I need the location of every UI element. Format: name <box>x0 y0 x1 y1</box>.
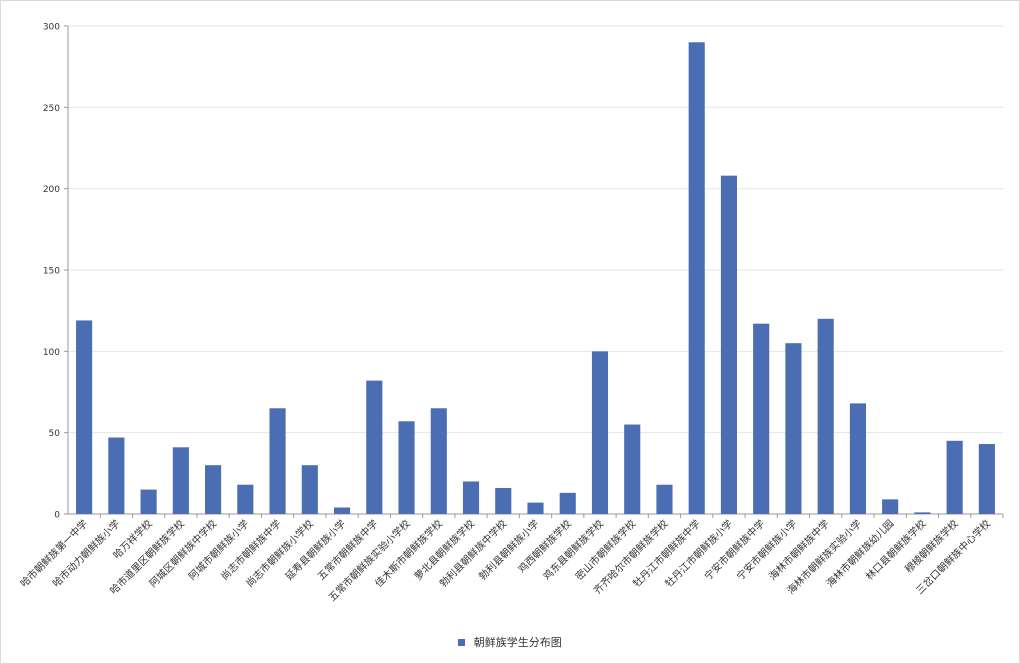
bar <box>559 492 576 514</box>
x-tick-label: 萝北县朝鲜族学校 <box>411 517 477 583</box>
y-tick-label: 200 <box>43 185 60 195</box>
legend: 朝鲜族学生分布图 <box>0 634 1020 650</box>
y-tick-label: 0 <box>54 511 60 521</box>
bar <box>366 380 383 514</box>
bar <box>817 318 834 514</box>
bar <box>237 484 254 514</box>
x-tick-label: 海林市朝鲜族中学 <box>766 517 832 583</box>
x-tick-label: 尚志市朝鲜族中学 <box>218 517 284 583</box>
x-tick-label: 鸡东县朝鲜族学校 <box>540 517 606 583</box>
bar <box>591 351 609 514</box>
gridlines <box>68 25 1003 434</box>
bar <box>269 408 286 514</box>
legend-label: 朝鲜族学生分布图 <box>473 636 562 649</box>
bar <box>656 484 673 514</box>
bar <box>462 481 480 514</box>
bar <box>720 175 738 515</box>
y-tick-label: 50 <box>49 429 61 439</box>
x-tick-label: 五常市朝鲜族中学 <box>315 517 381 583</box>
bar <box>108 437 125 514</box>
y-tick-label: 300 <box>43 23 60 33</box>
x-tick-label: 延寿县朝鲜族小学 <box>282 517 348 583</box>
bar <box>430 408 447 514</box>
x-tick-label: 林口县朝鲜族学校 <box>863 517 929 583</box>
y-tick-label: 150 <box>43 267 60 277</box>
bar <box>76 320 93 514</box>
x-tick-label: 宁安市朝鲜族小学 <box>734 517 800 583</box>
bar <box>495 487 512 514</box>
y-tick-label: 100 <box>43 348 60 358</box>
bar <box>849 403 866 514</box>
bar <box>978 444 995 514</box>
bar <box>624 424 641 514</box>
x-tick-labels: 哈市朝鲜族第一中学哈市动力朝鲜族小学哈万祥学校哈市道里区朝鲜族学校阿城区朝鲜族中… <box>17 517 993 604</box>
bar <box>946 440 963 514</box>
bars <box>76 42 995 515</box>
bar <box>398 421 415 514</box>
bar <box>301 465 318 514</box>
x-tick-label: 阿城市朝鲜族小学 <box>186 517 252 583</box>
x-tick-label: 勃利县朝鲜族小学 <box>476 517 542 583</box>
bar <box>140 489 157 514</box>
x-tick-label: 密山市朝鲜族学校 <box>573 517 639 583</box>
y-tick-labels: 0 50 100 150 200 250 300 <box>43 23 60 521</box>
bar <box>333 507 351 514</box>
bar <box>205 465 222 514</box>
bar <box>914 512 931 514</box>
legend-swatch <box>458 638 466 646</box>
x-tick-label: 宁安市朝鲜族中学 <box>702 517 768 583</box>
bar <box>172 447 189 514</box>
y-tick-label: 250 <box>43 104 60 114</box>
bar <box>527 502 544 514</box>
bar <box>882 499 899 514</box>
bar <box>688 42 705 515</box>
bar <box>753 323 770 514</box>
bar <box>785 343 802 514</box>
